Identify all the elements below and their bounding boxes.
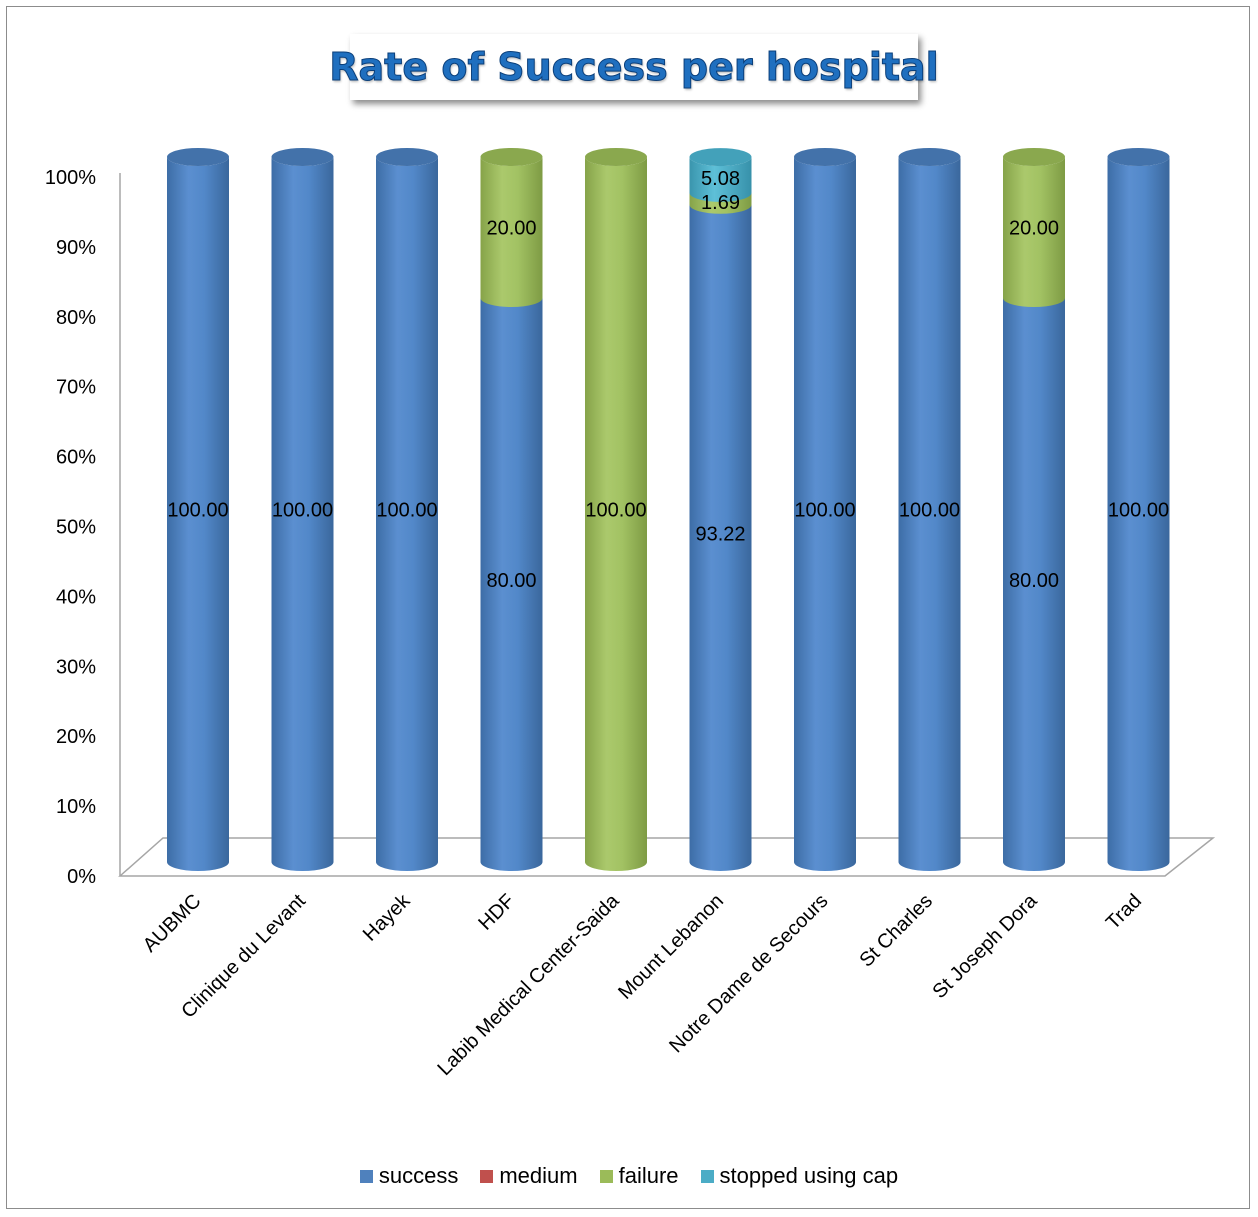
legend-label: success [378, 1163, 459, 1188]
legend-label: failure [618, 1163, 679, 1188]
data-label: 80.00 [1009, 570, 1059, 592]
data-label: 100.00 [376, 500, 437, 522]
data-label: 100.00 [585, 500, 646, 522]
legend-item: failure [599, 1163, 679, 1189]
y-tick-label: 40% [56, 586, 96, 608]
bar-segment-failure [1003, 157, 1065, 307]
bar-top-cap [585, 148, 647, 166]
bars [167, 148, 1170, 871]
y-tick-label: 100% [45, 167, 96, 189]
bar-segment-success [167, 157, 229, 871]
data-label: 100.00 [272, 500, 333, 522]
bar-segment-stopped-using-cap [689, 157, 752, 202]
legend-label: stopped using cap [719, 1163, 899, 1188]
y-tick-label: 10% [56, 796, 96, 818]
data-label: 100.00 [794, 500, 855, 522]
y-tick-label: 80% [56, 307, 96, 329]
data-label: 1.69 [701, 192, 740, 214]
bar-top-cap [271, 148, 334, 166]
bar-segment-success [271, 157, 334, 871]
x-tick-label: AUBMC [139, 890, 206, 957]
x-tick-label: HDF [474, 890, 519, 935]
legend-item: medium [480, 1163, 578, 1189]
bar-segment-success [898, 157, 961, 871]
y-tick-label: 0% [67, 866, 96, 888]
data-label: 80.00 [486, 570, 536, 592]
y-tick-label: 50% [56, 517, 96, 539]
bar-segment-failure [480, 157, 543, 307]
legend-swatch [480, 1169, 494, 1183]
x-tick-label: Hayek [359, 889, 415, 945]
y-tick-label: 60% [56, 447, 96, 469]
bar-segment-failure [585, 157, 647, 871]
x-tick-label: St Joseph Dora [928, 889, 1042, 1003]
data-label: 100.00 [167, 500, 228, 522]
data-label: 100.00 [899, 500, 960, 522]
bar-top-cap [689, 148, 752, 167]
legend-item: stopped using cap [700, 1163, 899, 1189]
legend-item: success [359, 1163, 459, 1189]
data-label: 100.00 [1108, 500, 1169, 522]
data-labels: 100.00 100.00 100.00 80.00 20.00 100.00 93.22 1… [167, 168, 1169, 592]
x-tick-label: Trad [1102, 890, 1146, 934]
x-tick-label: Mount Lebanon [614, 890, 728, 1004]
bar-top-cap [794, 148, 856, 166]
bar-top-cap [898, 148, 961, 166]
y-tick-labels: 0% 10% 20% 30% 40% 50% 60% 70% 80% 90% 100% [45, 167, 96, 888]
data-label: 20.00 [1009, 218, 1059, 240]
legend-label: medium [499, 1163, 578, 1188]
bar-segment-success [1003, 289, 1065, 871]
data-label: 5.08 [701, 168, 740, 190]
chart-title: Rate of Success per hospital [329, 45, 939, 90]
legend: success medium failure stopped using cap [0, 1158, 1258, 1194]
x-tick-label: St Charles [855, 890, 937, 972]
bar-segment-success [480, 289, 543, 871]
bar-top-cap [376, 148, 438, 166]
bar-top-cap [167, 148, 229, 166]
legend-swatch [359, 1169, 373, 1183]
bar-top-cap [1107, 148, 1170, 166]
legend-swatch [700, 1169, 714, 1183]
y-tick-label: 90% [56, 237, 96, 259]
data-label: 93.22 [695, 523, 745, 545]
x-tick-label: Labib Medical Center-Saida [433, 889, 624, 1080]
y-tick-label: 20% [56, 726, 96, 748]
legend-swatch [599, 1169, 613, 1183]
bar-top-cap [1003, 148, 1065, 166]
y-tick-label: 70% [56, 377, 96, 399]
bar-top-cap [480, 148, 543, 166]
data-label: 20.00 [486, 218, 536, 240]
y-tick-label: 30% [56, 656, 96, 678]
bar-segment-success [794, 157, 856, 871]
bar-segment-success [376, 157, 438, 871]
chart-title-box: Rate of Success per hospital [329, 34, 939, 100]
bar-segment-success [689, 195, 752, 871]
bar-segment-success [1107, 157, 1170, 871]
